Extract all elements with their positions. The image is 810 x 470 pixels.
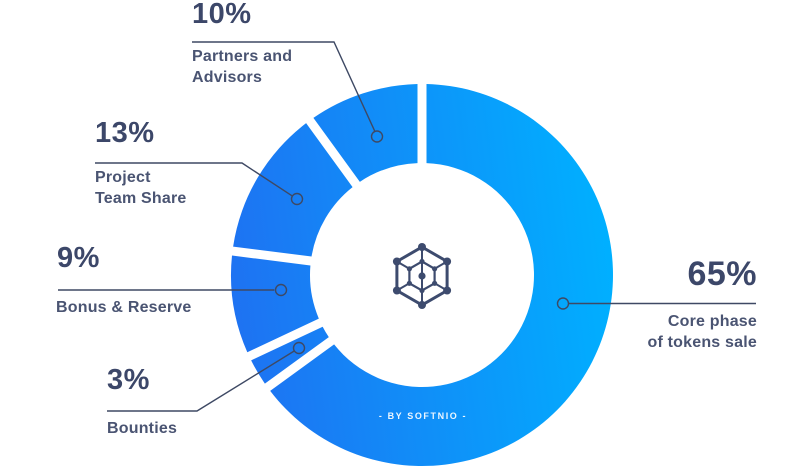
callout-marker-core-phase bbox=[556, 297, 570, 310]
callout-label-project-team-share: Project Team Share bbox=[95, 167, 187, 209]
donut-segment-partners-and-advisors[interactable] bbox=[313, 84, 418, 182]
callout-marker-project-team-share bbox=[290, 192, 304, 206]
callout-marker-partners-and-advisors bbox=[370, 130, 384, 143]
callout-line-partners-and-advisors bbox=[192, 41, 376, 132]
label-line: Core phase bbox=[667, 313, 757, 330]
callout-lines bbox=[58, 41, 756, 412]
callout-label-bonus-reserve: Bonus & Reserve bbox=[56, 297, 192, 318]
label-line: of tokens sale bbox=[647, 334, 757, 351]
callout-percent-bonus-reserve: 9% bbox=[57, 242, 100, 274]
label-line: Team Share bbox=[95, 190, 187, 207]
donut-segment-bounties[interactable] bbox=[251, 326, 329, 384]
callout-percent-project-team-share: 13% bbox=[95, 117, 155, 149]
callout-marker-bonus-reserve bbox=[274, 283, 288, 297]
donut-segment-project-team-share[interactable] bbox=[233, 123, 353, 257]
callout-marker-bounties bbox=[292, 341, 306, 355]
callout-label-core-phase: Core phase of tokens sale bbox=[647, 311, 757, 353]
donut-segment-bonus-reserve[interactable] bbox=[230, 255, 319, 353]
label-line: Partners and bbox=[192, 48, 293, 65]
donut-segments bbox=[230, 84, 613, 466]
callout-label-partners-and-advisors: Partners and Advisors bbox=[192, 46, 292, 88]
callout-percent-bounties: 3% bbox=[107, 364, 150, 396]
callout-line-project-team-share bbox=[95, 162, 293, 197]
label-line: Bonus & Reserve bbox=[56, 299, 192, 316]
callout-label-bounties: Bounties bbox=[107, 418, 177, 439]
label-line: Project bbox=[95, 169, 151, 186]
donut-segment-core-phase-of-tokens-sale[interactable] bbox=[270, 84, 613, 466]
callout-percent-core-phase: 65% bbox=[687, 255, 757, 293]
callout-percent-partners-and-advisors: 10% bbox=[192, 0, 252, 30]
label-line: Bounties bbox=[107, 420, 178, 437]
byline: - BY SOFTNIO - bbox=[378, 411, 468, 421]
hexagon-network-logo-icon bbox=[392, 243, 452, 309]
label-line: Advisors bbox=[192, 69, 263, 86]
callout-line-bounties bbox=[107, 350, 295, 412]
